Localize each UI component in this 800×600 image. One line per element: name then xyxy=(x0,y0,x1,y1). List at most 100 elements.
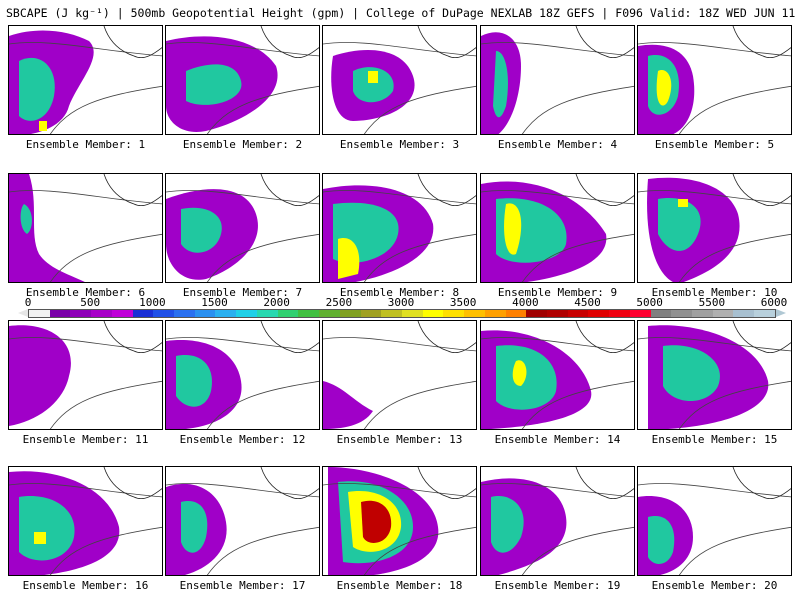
height-contour xyxy=(363,233,476,282)
ensemble-member-map xyxy=(165,320,320,430)
colorbar-swatch xyxy=(754,310,775,317)
ensemble-member-map xyxy=(322,320,477,430)
height-contour xyxy=(521,85,634,134)
colorbar-swatch xyxy=(132,310,154,317)
height-contour xyxy=(638,483,791,498)
height-contour xyxy=(49,526,162,575)
ensemble-member-label: Ensemble Member: 8 xyxy=(339,286,460,299)
cape-contour-high xyxy=(338,238,360,279)
colorbar-swatch xyxy=(215,310,237,317)
ensemble-member-label: Ensemble Member: 3 xyxy=(339,138,460,151)
ensemble-member-label: Ensemble Member: 2 xyxy=(182,138,303,151)
height-contour xyxy=(521,233,634,282)
ensemble-member-label: Ensemble Member: 20 xyxy=(651,579,778,592)
height-contour xyxy=(481,337,634,352)
colorbar-swatch xyxy=(194,310,216,317)
colorbar-swatch xyxy=(443,310,465,317)
ensemble-member-map xyxy=(165,173,320,283)
height-contour xyxy=(323,337,476,352)
coastline xyxy=(260,174,319,207)
cape-field-map xyxy=(323,467,476,575)
ensemble-member-map xyxy=(480,25,635,135)
colorbar-swatch xyxy=(381,310,402,317)
colorbar-swatch xyxy=(339,310,361,317)
cape-field-map xyxy=(9,321,162,429)
coastline xyxy=(103,321,162,354)
colorbar-swatch xyxy=(671,310,692,317)
ensemble-member-map xyxy=(637,173,792,283)
cape-field-map xyxy=(323,26,476,134)
ensemble-member-label: Ensemble Member: 9 xyxy=(497,286,618,299)
ensemble-member-label: Ensemble Member: 14 xyxy=(494,433,621,446)
coastline xyxy=(103,174,162,207)
ensemble-member-label: Ensemble Member: 1 xyxy=(25,138,146,151)
colorbar-tick-label: 500 xyxy=(80,296,101,309)
colorbar-swatch xyxy=(484,310,506,317)
coastline xyxy=(417,174,476,207)
height-contour xyxy=(678,526,791,575)
height-contour xyxy=(166,190,319,205)
cape-contour-mid xyxy=(186,64,242,105)
cape-field-map xyxy=(323,174,476,282)
coastline xyxy=(732,467,791,500)
height-contour xyxy=(323,190,476,205)
height-contour xyxy=(9,42,162,57)
ensemble-member-map xyxy=(322,25,477,135)
height-contour xyxy=(9,337,162,352)
height-contour xyxy=(323,483,476,498)
ensemble-member-map xyxy=(8,466,163,576)
colorbar-swatch xyxy=(422,310,444,317)
height-contour xyxy=(49,85,162,134)
colorbar-swatch xyxy=(692,310,713,317)
cape-contour-extreme xyxy=(361,500,392,543)
ensemble-member-map xyxy=(165,25,320,135)
colorbar-strip xyxy=(28,309,776,318)
cape-field-map xyxy=(9,26,162,134)
colorbar-swatch xyxy=(111,310,133,317)
ensemble-member-label: Ensemble Member: 12 xyxy=(179,433,306,446)
coastline xyxy=(732,174,791,207)
cape-field-map xyxy=(481,26,634,134)
cape-contour-high xyxy=(656,70,672,106)
cape-field-map xyxy=(9,467,162,575)
height-contour xyxy=(638,190,791,205)
coastline xyxy=(103,467,162,500)
ensemble-member-label: Ensemble Member: 17 xyxy=(179,579,306,592)
colorbar-low-arrow xyxy=(18,309,28,317)
colorbar-swatch xyxy=(236,310,257,317)
height-contour xyxy=(166,337,319,352)
height-contour xyxy=(206,526,319,575)
colorbar-tick-label: 3500 xyxy=(449,296,477,309)
ensemble-member-map xyxy=(637,466,792,576)
height-contour xyxy=(9,190,162,205)
colorbar-tick-label: 5000 xyxy=(636,296,663,309)
height-contour xyxy=(166,42,319,57)
coastline xyxy=(732,26,791,59)
cape-contour-mid xyxy=(176,355,212,407)
colorbar-tick-label: 2500 xyxy=(325,296,353,309)
cape-field-map xyxy=(638,26,791,134)
height-contour xyxy=(323,42,476,57)
cape-field-map xyxy=(323,321,476,429)
coastline xyxy=(575,321,634,354)
cape-contour-mid xyxy=(19,57,55,121)
height-contour xyxy=(678,233,791,282)
colorbar-swatch xyxy=(546,310,568,317)
colorbar-swatch xyxy=(70,310,92,317)
colorbar-swatch xyxy=(277,310,299,317)
colorbar-swatch xyxy=(464,310,485,317)
ensemble-member-label: Ensemble Member: 10 xyxy=(651,286,778,299)
cape-contour-high xyxy=(678,199,688,207)
cape-contour-high xyxy=(39,121,47,131)
height-contour xyxy=(363,380,476,429)
colorbar-swatch xyxy=(567,310,589,317)
cape-field-map xyxy=(166,467,319,575)
coastline xyxy=(575,467,634,500)
colorbar-tick-label: 0 xyxy=(24,296,32,309)
ensemble-member-map xyxy=(8,173,163,283)
colorbar-tick-label: 1000 xyxy=(139,296,166,309)
cape-field-map xyxy=(638,174,791,282)
colorbar-swatch xyxy=(174,310,195,317)
cape-contour-high xyxy=(512,360,527,386)
cape-contour-mid xyxy=(181,207,222,253)
